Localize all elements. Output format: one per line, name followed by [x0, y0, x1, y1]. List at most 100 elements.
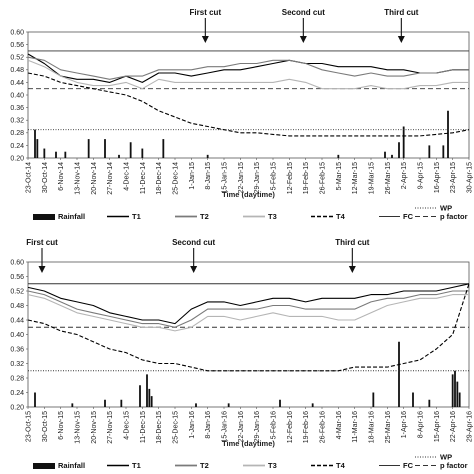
x-tick-label: 25-Dec-14: [173, 162, 180, 195]
rainfall-bar: [337, 154, 340, 158]
y-tick-label: 0.20: [10, 404, 24, 411]
x-tick-label: 1-Apr-16: [401, 411, 408, 438]
y-tick-label: 0.44: [10, 80, 24, 87]
x-tick-label: 18-Dec-14: [156, 162, 163, 195]
rainfall-bar: [398, 341, 400, 407]
x-tick-label: 27-Nov-14: [107, 162, 114, 195]
y-tick-label: 0.36: [10, 105, 24, 112]
x-tick-label: 18-Dec-15: [156, 411, 163, 444]
legend-label-fc: FC: [403, 212, 414, 221]
x-tick-label: 23-Apr-15: [450, 162, 457, 193]
x-tick-label: 8-Jan-15: [205, 162, 212, 190]
x-tick-label: 5-Feb-16: [271, 411, 278, 440]
rainfall-bar: [104, 399, 106, 407]
y-tick-label: 0.36: [10, 346, 24, 353]
x-tick-label: 18-Mar-16: [369, 411, 376, 443]
rainfall-bar: [64, 151, 67, 158]
rainfall-bar: [148, 388, 151, 407]
rainfall-bar: [120, 399, 123, 407]
x-tick-label: 29-Jan-16: [254, 411, 261, 443]
x-tick-label: 4-Dec-15: [124, 411, 131, 440]
cut-arrow-head: [348, 266, 356, 273]
x-tick-label: 19-Mar-15: [369, 162, 376, 194]
x-tick-label: 12-Mar-15: [352, 162, 359, 194]
x-tick-label: 6-Nov-14: [58, 162, 65, 191]
x-tick-label: 13-Nov-14: [75, 162, 82, 195]
x-tick-label: 4-Mar-16: [336, 411, 343, 440]
rainfall-bar: [402, 126, 405, 158]
x-tick-label: 1-Jan-15: [189, 162, 196, 190]
y-tick-label: 0.52: [10, 288, 24, 295]
series-line-t3: [27, 294, 469, 332]
series-line-t2: [27, 56, 469, 80]
x-tick-label: 22-Apr-16: [450, 411, 457, 442]
x-tick-label: 13-Nov-15: [75, 411, 82, 444]
x-tick-label: 20-Nov-15: [91, 411, 98, 444]
legend-label-wp: WP: [440, 204, 452, 213]
legend-label-wp: WP: [440, 453, 452, 462]
rainfall-bar: [141, 148, 144, 158]
rainfall-bar: [162, 139, 165, 158]
x-tick-label: 11-Mar-16: [352, 411, 359, 443]
legend-label-t1: T1: [132, 212, 141, 221]
cut-arrow-head: [201, 36, 209, 43]
x-tick-label: 11-Dec-14: [140, 162, 147, 194]
legend-label-fc: FC: [403, 461, 414, 470]
rainfall-bar: [398, 142, 400, 158]
x-tick-label: 29-Apr-16: [467, 411, 474, 442]
rainfall-bar: [391, 154, 393, 158]
x-tick-label: 23-Oct-14: [26, 162, 33, 193]
y-tick-label: 0.48: [10, 67, 24, 74]
y-tick-label: 0.48: [10, 303, 24, 310]
x-tick-label: 9-Apr-15: [418, 162, 425, 189]
x-tick-label: 8-Jan-16: [205, 411, 212, 439]
y-tick-label: 0.56: [10, 42, 24, 49]
x-axis-title: Time (daytime): [222, 439, 275, 448]
y-tick-label: 0.60: [10, 259, 24, 266]
x-tick-label: 30-Oct-14: [42, 162, 49, 193]
legend-label-t4: T4: [336, 212, 346, 221]
rainfall-bar: [129, 142, 132, 158]
legend-swatch-rainfall: [33, 463, 55, 469]
rainfall-bar: [34, 129, 36, 158]
cut-annotation-label: Second cut: [172, 238, 215, 247]
y-tick-label: 0.20: [10, 155, 24, 162]
legend-label-t2: T2: [200, 212, 209, 221]
rainfall-bar: [43, 148, 46, 158]
rainfall-bar: [87, 139, 90, 158]
y-tick-label: 0.24: [10, 143, 24, 150]
rainfall-bar: [104, 139, 106, 158]
legend-label-rainfall: Rainfall: [58, 461, 85, 470]
rainfall-bar: [428, 399, 431, 407]
rainfall-bar: [442, 145, 445, 158]
series-line-t4: [27, 283, 470, 372]
rainfall-bar: [372, 392, 375, 407]
x-tick-label: 1-Jan-16: [189, 411, 196, 439]
x-tick-label: 4-Dec-14: [124, 162, 131, 191]
y-tick-label: 0.56: [10, 274, 24, 281]
x-tick-label: 12-Feb-16: [287, 411, 294, 443]
y-tick-label: 0.24: [10, 390, 24, 397]
x-tick-label: 6-Nov-15: [58, 411, 65, 440]
chart-panel-top: 0.60 0.56 0.52 0.48 0.44 0.40 0.36 0.32 0.28 0.24…: [10, 8, 473, 221]
x-tick-label: 23-Oct-15: [26, 411, 33, 442]
rainfall-bar: [34, 392, 36, 407]
rainfall-bar: [412, 392, 414, 407]
x-tick-label: 25-Mar-16: [385, 411, 392, 443]
rainfall-bar: [195, 403, 197, 407]
y-tick-label: 0.40: [10, 332, 24, 339]
legend-label-p-factor: p factor: [440, 461, 468, 470]
legend-swatch-rainfall: [33, 214, 55, 220]
rainfall-bar: [146, 374, 148, 407]
rainfall-bar: [454, 370, 456, 407]
series-line-t4: [27, 72, 470, 137]
x-tick-label: 19-Feb-15: [303, 162, 310, 194]
cut-arrow-head: [299, 36, 307, 43]
x-tick-label: 11-Dec-15: [140, 411, 147, 443]
x-tick-label: 26-Feb-16: [320, 411, 327, 443]
legend-label-rainfall: Rainfall: [58, 212, 85, 221]
legend-label-t1: T1: [132, 461, 141, 470]
x-tick-label: 22-Jan-16: [238, 411, 245, 443]
x-tick-label: 22-Jan-15: [238, 162, 245, 194]
rainfall-bar: [458, 392, 461, 407]
